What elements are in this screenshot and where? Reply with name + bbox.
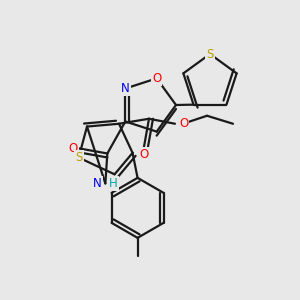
Text: S: S [75,151,82,164]
Text: O: O [140,148,148,161]
Text: H: H [109,177,118,190]
Text: S: S [206,47,214,61]
Text: O: O [69,142,78,155]
Text: N: N [93,177,102,190]
Text: O: O [179,117,188,130]
Text: O: O [152,72,161,85]
Text: N: N [121,82,130,95]
